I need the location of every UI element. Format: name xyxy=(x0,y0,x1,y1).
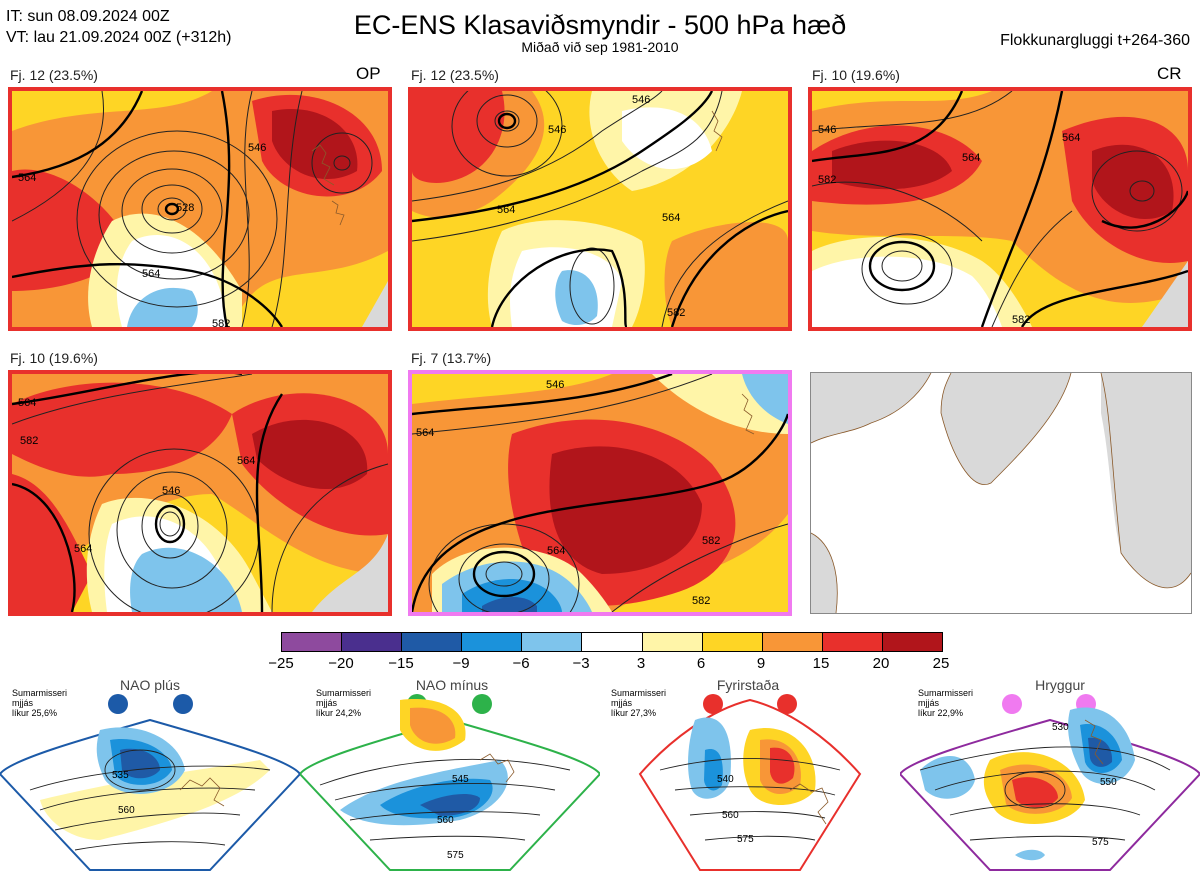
contour-label: 564 xyxy=(662,212,680,224)
regime-4-note: Sumarmisseri mjjás líkur 22,9% xyxy=(918,688,974,718)
regime-3-map: 540 560 575 xyxy=(600,690,900,876)
cluster-map-1: 564 528 564 546 582 xyxy=(8,87,392,331)
regime-4-name: Hryggur xyxy=(1035,677,1085,693)
colorbar-bin xyxy=(282,633,342,651)
basemap-empty xyxy=(810,372,1192,614)
contour-label: 582 xyxy=(20,435,38,447)
contour-label: 550 xyxy=(1100,777,1117,788)
contour-label: 560 xyxy=(437,815,454,826)
contour-label: 546 xyxy=(632,94,650,106)
contour-label: 564 xyxy=(18,172,36,184)
contour-label: 560 xyxy=(722,810,739,821)
contour-label: 564 xyxy=(497,204,515,216)
colorbar-tick-label: −3 xyxy=(572,655,590,672)
contour-label: 575 xyxy=(447,850,464,861)
colorbar-tick-label: −25 xyxy=(268,655,294,672)
contour-label: 564 xyxy=(18,397,36,409)
colorbar-tick-label: 9 xyxy=(756,655,766,672)
regime-3-dot xyxy=(777,694,797,714)
contour-label: 564 xyxy=(142,268,160,280)
contour-label: 582 xyxy=(692,595,710,607)
colorbar-tick-label: 6 xyxy=(696,655,706,672)
regime-3-dot xyxy=(703,694,723,714)
colorbar-tick-label: 20 xyxy=(872,655,890,672)
colorbar-bin xyxy=(761,633,822,651)
cluster-map-2: 546 564 564 582 546 xyxy=(408,87,792,331)
regime-1-name: NAO plús xyxy=(120,677,180,693)
contour-label: 575 xyxy=(737,834,754,845)
colorbar-bin xyxy=(581,633,642,651)
colorbar-bin xyxy=(461,633,522,651)
contour-label: 564 xyxy=(74,543,92,555)
colorbar-tick-label: 3 xyxy=(636,655,646,672)
classification-window: Flokkunargluggi t+264-360 xyxy=(1000,32,1190,49)
colorbar-tick-label: −9 xyxy=(452,655,470,672)
panel-3-tag: CR xyxy=(1157,64,1182,83)
init-time: IT: sun 08.09.2024 00Z xyxy=(6,8,170,25)
colorbar-tick-label: −6 xyxy=(512,655,530,672)
colorbar-bin xyxy=(401,633,462,651)
panel-3-label: Fj. 10 (19.6%) xyxy=(812,67,900,83)
regime-4-map: 530 550 575 xyxy=(898,690,1200,876)
contour-label: 530 xyxy=(1052,722,1069,733)
cluster-map-3: 546 564 582 564 582 xyxy=(808,87,1192,331)
colorbar-bin xyxy=(341,633,402,651)
colorbar-bin xyxy=(701,633,762,651)
colorbar-bin xyxy=(881,633,943,651)
regime-3-note: Sumarmisseri mjjás líkur 27,3% xyxy=(611,688,667,718)
regime-3-name: Fyrirstaða xyxy=(716,677,780,693)
contour-label: 564 xyxy=(962,152,980,164)
regime-2-name: NAO mínus xyxy=(415,677,489,693)
colorbar-tick-label: −15 xyxy=(388,655,414,672)
valid-time: VT: lau 21.09.2024 00Z (+312h) xyxy=(6,29,232,46)
colorbar-tick-label: 15 xyxy=(812,655,830,672)
contour-label: 564 xyxy=(237,455,255,467)
contour-label: 546 xyxy=(546,379,564,391)
contour-label: 546 xyxy=(548,124,566,136)
colorbar-bin xyxy=(821,633,882,651)
panel-1-tag: OP xyxy=(356,64,381,83)
page-subtitle: Miðað við sep 1981-2010 xyxy=(521,39,679,55)
regime-2-map: 545 560 575 xyxy=(298,690,602,876)
panel-2-label: Fj. 12 (23.5%) xyxy=(411,67,499,83)
colorbar xyxy=(281,632,943,652)
contour-label: 582 xyxy=(818,174,836,186)
colorbar-tick-label: 25 xyxy=(932,655,950,672)
regime-1-dot xyxy=(108,694,128,714)
regime-2-note: Sumarmisseri mjjás líkur 24,2% xyxy=(316,688,372,718)
contour-label: 546 xyxy=(818,124,836,136)
contour-label: 545 xyxy=(452,774,469,785)
cluster-map-5: 546 564 564 582 582 xyxy=(408,370,792,616)
contour-label: 582 xyxy=(1012,314,1030,326)
regime-1-map: 535 560 xyxy=(0,690,302,876)
contour-label: 582 xyxy=(702,535,720,547)
header-dates: IT: sun 08.09.2024 00Z VT: lau 21.09.202… xyxy=(6,6,232,48)
regime-1-dot xyxy=(173,694,193,714)
contour-label: 560 xyxy=(118,805,135,816)
cluster-map-4: 564 582 546 564 564 xyxy=(8,370,392,616)
regime-1-note: Sumarmisseri mjjás líkur 25,6% xyxy=(12,688,68,718)
panel-4-label: Fj. 10 (19.6%) xyxy=(10,350,98,366)
contour-label: 528 xyxy=(176,202,194,214)
contour-label: 540 xyxy=(717,774,734,785)
contour-label: 575 xyxy=(1092,837,1109,848)
contour-label: 546 xyxy=(162,485,180,497)
contour-label: 564 xyxy=(416,427,434,439)
contour-label: 564 xyxy=(1062,132,1080,144)
colorbar-tick-label: −20 xyxy=(328,655,354,672)
contour-label: 546 xyxy=(248,142,266,154)
panel-1-label: Fj. 12 (23.5%) xyxy=(10,67,98,83)
panel-5-label: Fj. 7 (13.7%) xyxy=(411,350,492,366)
contour-label: 535 xyxy=(112,770,129,781)
regime-4-dot xyxy=(1002,694,1022,714)
contour-label: 564 xyxy=(547,545,565,557)
page-title: EC-ENS Klasaviðsmyndir - 500 hPa hæð xyxy=(353,10,847,40)
regime-2-dot xyxy=(472,694,492,714)
contour-label: 582 xyxy=(212,318,230,327)
contour-label: 582 xyxy=(667,307,685,319)
colorbar-bin xyxy=(521,633,582,651)
colorbar-bin xyxy=(641,633,702,651)
